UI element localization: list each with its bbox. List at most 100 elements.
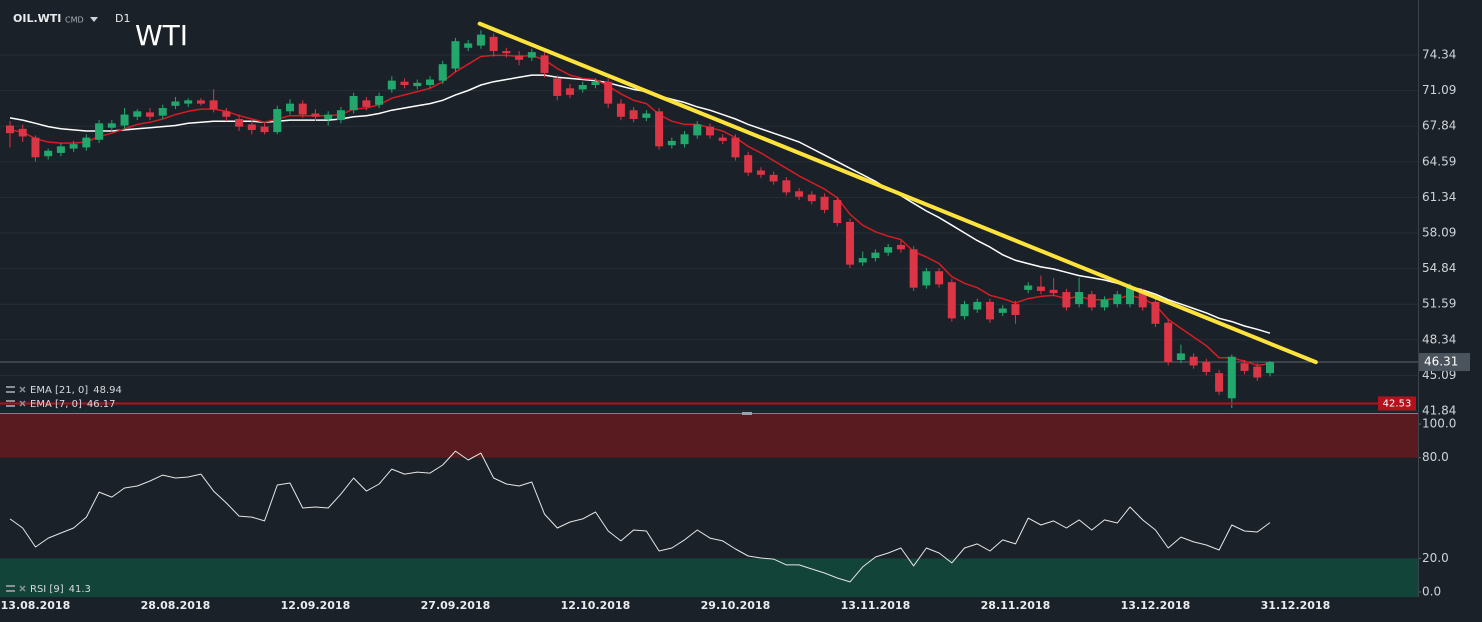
candle-body: [387, 80, 396, 90]
legend-icon: [6, 405, 15, 407]
candle-body: [858, 258, 867, 263]
y-tick-label: 51.59: [1422, 297, 1456, 311]
candle-body: [935, 271, 944, 285]
x-tick-label: 13.12.2018: [1121, 599, 1191, 612]
candle-body: [642, 113, 651, 118]
panel-handle[interactable]: [742, 412, 752, 415]
x-tick-label: 28.11.2018: [981, 599, 1051, 612]
timeframe[interactable]: D1: [115, 12, 130, 25]
legend-icon: [6, 590, 15, 592]
y-tick-label: 41.84: [1422, 404, 1456, 418]
y-tick-label: 0.0: [1422, 584, 1441, 598]
legend-remove: [19, 400, 26, 407]
y-tick-label: 100.0: [1422, 417, 1456, 431]
y-tick-label: 61.34: [1422, 190, 1456, 204]
zone-band: [0, 558, 1418, 597]
candle-body: [909, 249, 918, 288]
candle-body: [1113, 294, 1122, 305]
candle-body: [718, 137, 727, 141]
candle-body: [731, 137, 740, 158]
candle-body: [413, 82, 422, 87]
candle-body: [1202, 362, 1211, 373]
candle-body: [960, 304, 969, 317]
candle-body: [362, 100, 371, 107]
legend-icon: [6, 585, 15, 587]
candle-body: [1253, 366, 1262, 378]
symbol[interactable]: OIL.WTI: [13, 12, 61, 25]
candle-body: [273, 109, 282, 133]
candle-body: [44, 150, 53, 157]
candle-body: [1049, 289, 1058, 294]
candle-body: [120, 114, 129, 126]
candle-body: [973, 301, 982, 310]
legend-name: RSI [9]: [30, 584, 64, 595]
marks-layer: [6, 30, 1274, 583]
candle-body: [896, 244, 905, 250]
candle-body: [1227, 356, 1236, 399]
candle-body: [667, 140, 676, 146]
candle-body: [451, 41, 460, 69]
legend-icon: [6, 386, 15, 388]
candle-body: [1087, 294, 1096, 308]
candle-body: [884, 247, 893, 253]
candle-body: [1215, 373, 1224, 392]
y-tick-label: 71.09: [1422, 83, 1456, 97]
legend-name: EMA [21, 0]: [30, 385, 88, 396]
y-tick-label: 45.09: [1422, 368, 1456, 382]
trendline: [477, 21, 1318, 365]
candle-body: [209, 100, 218, 110]
candle-body: [235, 118, 244, 127]
candle-body: [527, 52, 536, 58]
candle-body: [375, 95, 384, 105]
candle-body: [1138, 292, 1147, 308]
candle-body: [171, 101, 180, 106]
candle-body: [1240, 363, 1249, 371]
candle-body: [18, 128, 27, 137]
last-price-label: 46.31: [1424, 355, 1458, 369]
candle-body: [833, 200, 842, 224]
candle-body: [1062, 292, 1071, 308]
legend-value: 41.3: [69, 584, 91, 595]
candle-body: [1075, 292, 1084, 305]
candle-body: [31, 137, 40, 158]
level-label-box: [1378, 396, 1416, 411]
candle-body: [222, 111, 231, 117]
y-tick-label: 67.84: [1422, 119, 1456, 133]
x-tick-label: 28.08.2018: [141, 599, 211, 612]
candle-body: [184, 100, 193, 104]
candle-body: [998, 308, 1007, 313]
candle-body: [324, 114, 333, 119]
candle-body: [349, 95, 358, 111]
candle-body: [629, 110, 638, 119]
symbol-dropdown[interactable]: [90, 17, 98, 22]
candle-body: [769, 174, 778, 182]
overlay-layer: 13.08.2018 28.08.2018 12.09.2018 27.09.2018…: [0, 21, 1470, 612]
candle-body: [247, 124, 256, 130]
candle-body: [1024, 285, 1033, 290]
candle-body: [756, 170, 765, 175]
candle-body: [566, 88, 574, 95]
candle-body: [298, 103, 307, 115]
candle-body: [744, 155, 753, 173]
candle-body: [476, 34, 485, 46]
y-tick-label: 54.84: [1422, 261, 1456, 275]
y-tick-label: 58.09: [1422, 226, 1456, 240]
x-tick-label: 12.10.2018: [561, 599, 631, 612]
candle-body: [795, 191, 804, 197]
candle-body: [947, 282, 956, 319]
legend-icon: [6, 391, 15, 393]
candle-body: [553, 78, 562, 96]
candle-body: [82, 137, 91, 148]
candle-body: [336, 110, 345, 121]
candle-body: [146, 112, 154, 117]
candle-body: [807, 194, 816, 202]
candle-body: [1036, 286, 1045, 291]
candle-body: [1100, 299, 1109, 308]
candle-body: [871, 252, 880, 259]
candle-body: [1011, 304, 1020, 316]
candle-body: [591, 81, 600, 86]
legend-name: EMA [7, 0]: [30, 399, 82, 410]
candle-body: [782, 180, 791, 193]
